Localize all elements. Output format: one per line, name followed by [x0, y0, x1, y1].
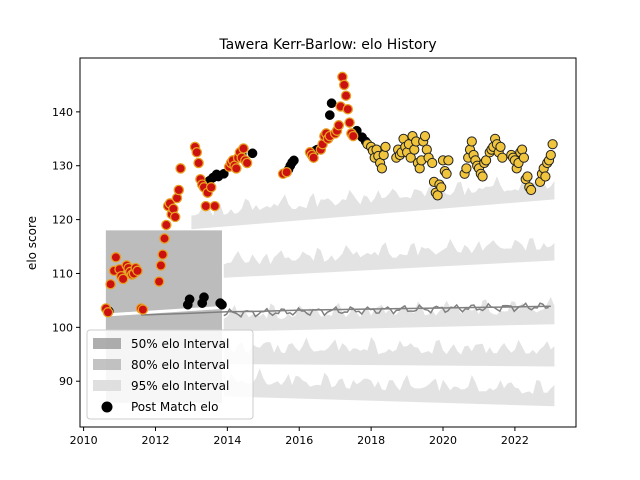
data-point-yellow: [380, 141, 391, 152]
data-point-red: [347, 130, 359, 142]
data-point-red: [342, 103, 354, 115]
legend-box: [86, 329, 254, 420]
data-point-yellow: [518, 152, 530, 163]
interval-band-95: [223, 296, 555, 332]
data-point-red: [159, 233, 170, 244]
data-point-red: [281, 166, 292, 178]
data-point-red: [173, 184, 185, 196]
data-point-red: [209, 200, 221, 212]
y-tick-label: 110: [52, 267, 73, 280]
data-point-red: [340, 90, 352, 101]
legend-swatch-80: [93, 359, 121, 370]
mean-lines: [105, 302, 551, 318]
data-point-red: [169, 211, 181, 223]
x-tick-label: 2020: [429, 434, 457, 447]
data-point-yellow: [436, 182, 447, 193]
data-point-red: [241, 157, 253, 169]
median-line: [223, 302, 549, 318]
data-point-red: [110, 252, 122, 263]
data-point-black: [289, 155, 299, 166]
data-point-yellow: [419, 131, 431, 142]
data-point-yellow: [522, 171, 533, 182]
data-point-yellow: [526, 184, 537, 196]
legend-label-post-match: Post Match elo: [131, 400, 218, 414]
data-point-black: [199, 292, 209, 303]
data-point-red: [161, 219, 172, 231]
data-point-red: [191, 147, 203, 158]
interval-band-95: [191, 174, 555, 230]
data-point-yellow: [545, 149, 556, 161]
data-point-red: [155, 260, 167, 271]
legend-label-95: 95% elo Interval: [131, 379, 229, 393]
data-point-red: [137, 304, 149, 315]
data-point-yellow: [477, 171, 488, 182]
data-point-red: [157, 249, 168, 260]
data-point-red: [200, 200, 212, 212]
plot-frame: [79, 57, 577, 428]
data-point-red: [193, 157, 204, 169]
data-point-red: [238, 143, 249, 154]
x-tick-label: 2018: [357, 434, 385, 447]
data-point-yellow: [376, 163, 387, 174]
data-point-black: [326, 98, 337, 109]
chart-title: Tawera Kerr-Barlow: elo History: [218, 37, 436, 53]
y-tick-label: 140: [52, 106, 73, 119]
x-axis: 2010 2012 2014 2016 2018 2020 2022: [70, 427, 529, 447]
data-point-red: [132, 265, 143, 277]
legend: 50% elo Interval 80% elo Interval 95% el…: [86, 329, 254, 420]
legend-label-80: 80% elo Interval: [131, 358, 229, 372]
early-highlight-line: [105, 305, 224, 317]
interval-band-95: [223, 368, 555, 407]
data-point-red: [175, 163, 186, 174]
data-point-black: [324, 110, 335, 120]
x-tick-label: 2016: [285, 434, 313, 447]
data-point-red: [344, 117, 355, 128]
y-tick-label: 100: [52, 321, 73, 334]
data-point-yellow: [441, 168, 452, 179]
data-point-yellow: [540, 171, 551, 182]
data-point-yellow: [497, 152, 508, 163]
data-point-red: [153, 276, 165, 287]
legend-label-50: 50% elo Interval: [131, 337, 229, 351]
data-point-yellow: [466, 136, 477, 147]
y-tick-label: 130: [52, 160, 73, 173]
interval-band-95: [223, 337, 555, 367]
data-point-red: [105, 278, 116, 290]
data-point-red: [117, 273, 129, 285]
y-tick-label: 120: [52, 214, 73, 227]
data-point-yellow: [547, 139, 558, 150]
data-point-red: [338, 79, 350, 91]
data-point-yellow: [427, 157, 438, 169]
x-tick-label: 2014: [213, 434, 241, 447]
post-match-points: [100, 71, 558, 318]
legend-swatch-95: [93, 380, 121, 391]
data-point-yellow: [461, 163, 472, 174]
y-axis-label: elo score: [25, 216, 39, 270]
data-point-yellow: [443, 155, 454, 166]
y-axis: 90 100 110 120 130 140: [52, 106, 80, 388]
data-point-yellow: [495, 141, 506, 152]
data-point-black: [217, 299, 227, 310]
data-point-red: [231, 163, 242, 174]
legend-swatch-50: [93, 338, 121, 349]
x-tick-label: 2012: [141, 434, 169, 447]
data-point-red: [308, 152, 319, 163]
data-point-red: [205, 182, 217, 193]
y-tick-label: 90: [59, 375, 73, 388]
data-point-black: [184, 294, 195, 305]
data-point-black: [218, 168, 229, 179]
legend-marker-post-match: [101, 401, 113, 413]
x-tick-label: 2010: [70, 434, 98, 447]
x-tick-label: 2022: [501, 434, 529, 447]
data-point-black: [247, 148, 258, 159]
interval-band-95: [223, 238, 555, 278]
data-point-red: [333, 120, 345, 131]
data-point-red: [102, 307, 114, 318]
